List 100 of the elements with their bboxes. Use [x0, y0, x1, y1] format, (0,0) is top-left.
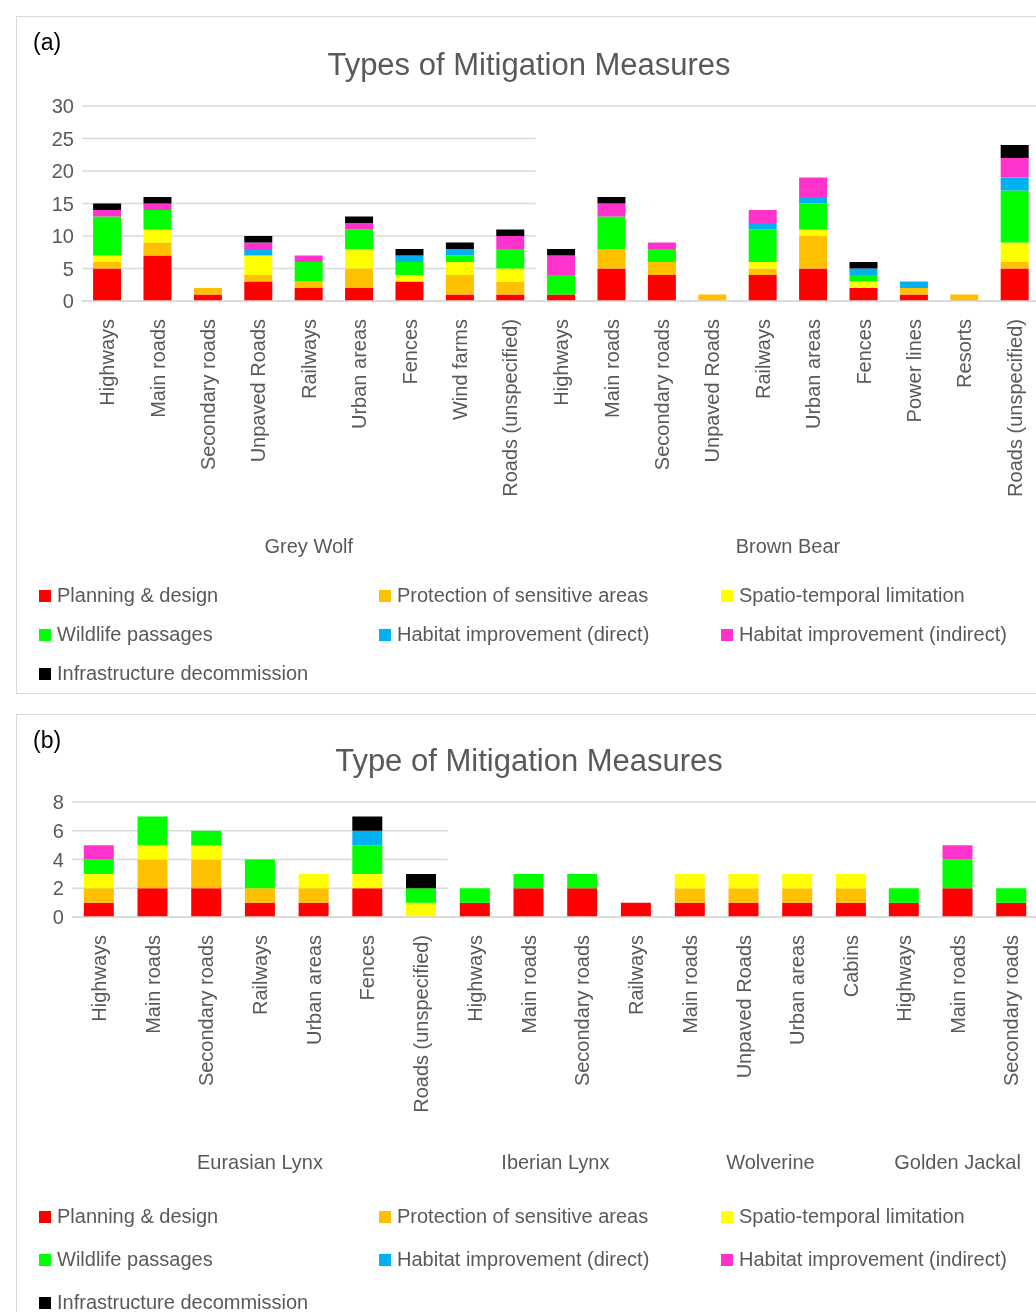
bar [93, 216, 122, 256]
bar [798, 197, 827, 204]
y-tick-label: 0 [62, 290, 74, 313]
bar [445, 249, 474, 256]
bar [445, 262, 474, 275]
bar [496, 268, 525, 282]
x-tick-label: Resorts [952, 319, 975, 388]
bar [943, 859, 973, 889]
y-tick-label: 2 [52, 877, 64, 900]
bar [83, 859, 114, 874]
bar [406, 888, 436, 903]
y-tick-label: 15 [51, 192, 74, 215]
y-tick-label: 30 [51, 95, 74, 118]
bar [406, 902, 436, 917]
bar [137, 888, 168, 917]
x-tick-label: Railways [624, 935, 647, 1015]
x-tick-label: Highways [549, 319, 572, 406]
x-tick-label: Urban areas [302, 935, 325, 1045]
y-tick-label: 8 [52, 791, 64, 814]
x-tick-label: Highways [96, 319, 119, 406]
legend-label: Spatio-temporal limitation [738, 584, 965, 607]
text: Type of Mitigation Measures [335, 743, 723, 778]
bar [1000, 262, 1029, 269]
x-tick-label: Urban areas [785, 935, 808, 1045]
bar [244, 255, 273, 275]
bar [748, 223, 777, 230]
bar [244, 859, 275, 889]
bar [849, 275, 878, 282]
x-tick-label: Secondary roads [195, 935, 218, 1087]
bar [748, 229, 777, 262]
bar [597, 197, 626, 204]
bar [889, 902, 920, 917]
legend-label: Wildlife passages [56, 1248, 213, 1271]
x-tick-label: Fences [852, 319, 875, 385]
bar [352, 845, 383, 874]
text: (b) [33, 727, 62, 754]
x-tick-label: Unpaved Roads [247, 319, 270, 463]
bar [496, 281, 525, 295]
bar [352, 873, 383, 889]
bar [143, 197, 172, 204]
bar [83, 888, 114, 903]
legend-label: Protection of sensitive areas [396, 584, 649, 607]
bar [345, 249, 374, 269]
x-tick-label: Unpaved Roads [700, 319, 723, 463]
bar [244, 236, 273, 243]
bar [1000, 177, 1029, 191]
bar [294, 288, 323, 301]
bar [647, 262, 676, 275]
bar [445, 275, 474, 295]
bar [597, 249, 626, 269]
bar [137, 859, 168, 889]
x-tick-label: Main roads [947, 935, 970, 1034]
legend-label: Planning & design [56, 584, 219, 607]
x-tick-label: Highways [87, 935, 110, 1022]
bar [996, 902, 1027, 917]
legend-label: Infrastructure decommission [56, 662, 309, 685]
bar [597, 203, 626, 217]
bar [546, 255, 575, 275]
bar [93, 203, 122, 210]
bar [899, 288, 928, 295]
bar [298, 873, 329, 889]
bar [943, 888, 973, 917]
bar [496, 229, 525, 236]
x-axis-title: Wolverine [725, 1151, 815, 1173]
x-tick-label: Main roads [517, 934, 540, 1034]
bar [943, 845, 973, 860]
bar [244, 242, 273, 249]
x-tick-label: Main roads [600, 319, 623, 418]
bar [395, 281, 424, 301]
bar [83, 902, 114, 917]
bar [191, 859, 222, 889]
bar [899, 281, 928, 288]
x-tick-label: Wind farms [448, 319, 471, 421]
bar [137, 816, 168, 846]
bar [496, 249, 525, 269]
bar [647, 249, 676, 262]
bar [93, 268, 122, 301]
bar [83, 845, 114, 860]
bar [849, 281, 878, 288]
bar [496, 236, 525, 249]
x-axis-title: Iberian Lynx [501, 1151, 610, 1173]
bar [849, 288, 878, 301]
x-tick-label: Cabins [839, 935, 862, 998]
x-tick-label: Roads (unspecified) [410, 935, 433, 1113]
bar [1000, 190, 1029, 243]
x-tick-label: Main roads [141, 934, 164, 1034]
x-tick-label: Railways [751, 319, 774, 400]
bar [395, 255, 424, 262]
bar [798, 177, 827, 197]
bar [137, 845, 168, 860]
bar [93, 262, 122, 269]
legend-label: Protection of sensitive areas [396, 1205, 649, 1228]
legend-label: Habitat improvement (indirect) [738, 623, 1007, 646]
x-tick-label: Fences [398, 319, 421, 385]
bar [294, 281, 323, 288]
x-tick-label: Main roads [678, 934, 701, 1034]
legend-label: Wildlife passages [56, 623, 213, 646]
x-tick-label: Power lines [902, 319, 925, 423]
bar [798, 236, 827, 269]
bar [889, 888, 920, 903]
